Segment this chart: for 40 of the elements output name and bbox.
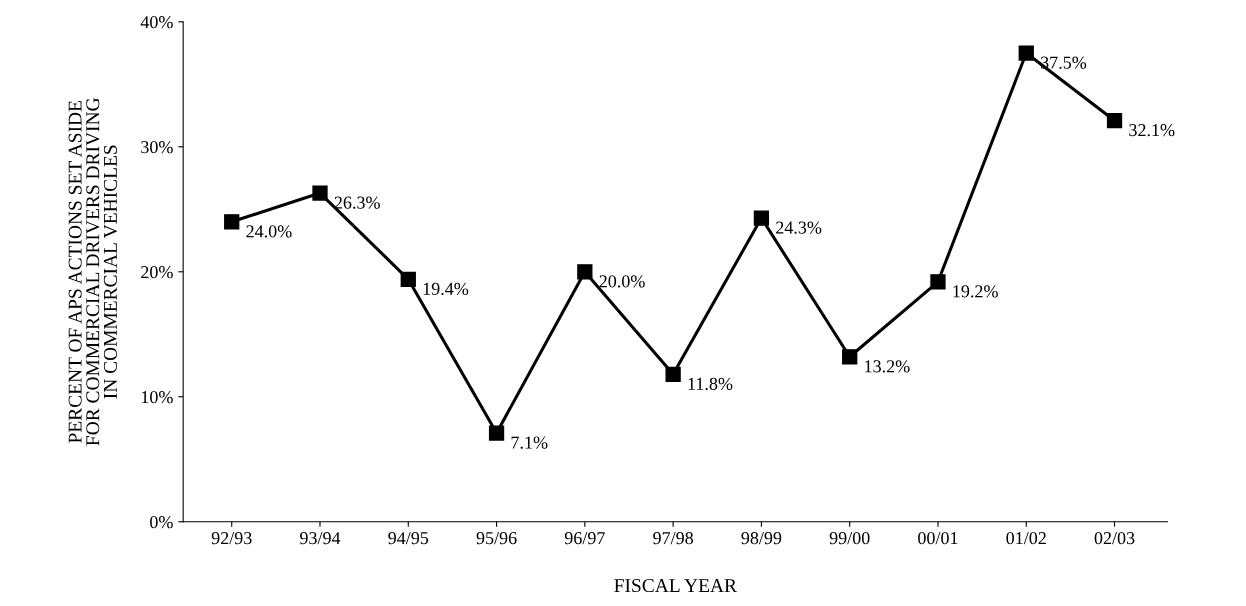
- point: [400, 271, 416, 287]
- data-label: 24.0%: [246, 225, 292, 238]
- y-tick-label: 10%: [141, 391, 173, 404]
- point: [1018, 45, 1034, 61]
- data-label: 19.4%: [423, 282, 469, 295]
- data-label: 32.1%: [1129, 124, 1175, 137]
- x-tick-label: 95/96: [476, 532, 517, 545]
- data-label: 37.5%: [1041, 56, 1087, 69]
- data-label: 7.1%: [511, 436, 548, 449]
- x-axis-title: FISCAL YEAR: [614, 579, 737, 593]
- y-tick-label: 40%: [140, 16, 173, 29]
- x-tick-label: 02/03: [1094, 532, 1135, 545]
- y-tick-label: 30%: [141, 141, 173, 154]
- y-axis-title: PERCENT OF APS ACTIONS SET ASIDE FOR COMMERCIAL DRIVERS DRIVING IN COMMERCIAL VEHICLES: [68, 98, 118, 446]
- x-tick-label: 01/02: [1006, 532, 1046, 545]
- x-tick-label: 98/99: [741, 532, 782, 545]
- point: [224, 214, 240, 230]
- data-label: 19.2%: [953, 285, 998, 298]
- y-tick-label: 20%: [141, 266, 173, 279]
- x-tick-label: 92/93: [211, 532, 252, 545]
- point: [930, 274, 946, 290]
- point: [577, 264, 593, 280]
- point: [842, 349, 858, 365]
- x-tick-label: 96/97: [564, 532, 605, 545]
- point: [488, 425, 505, 441]
- data-label: 13.2%: [865, 360, 910, 373]
- data-label: 26.3%: [334, 196, 380, 209]
- data-label: 11.8%: [688, 377, 733, 390]
- x-tick-label: 99/00: [829, 532, 870, 545]
- point: [312, 185, 328, 201]
- x-tick-label: 93/94: [300, 532, 341, 545]
- point: [1106, 112, 1123, 129]
- x-tick-label: 00/01: [918, 532, 958, 545]
- point: [753, 210, 770, 226]
- point: [665, 366, 681, 382]
- x-tick-label: 97/98: [653, 532, 693, 545]
- data-label: 20.0%: [599, 275, 645, 288]
- y-tick-label: 0%: [150, 516, 173, 529]
- data-label: 24.3%: [776, 221, 822, 234]
- x-tick-label: 94/95: [388, 532, 429, 545]
